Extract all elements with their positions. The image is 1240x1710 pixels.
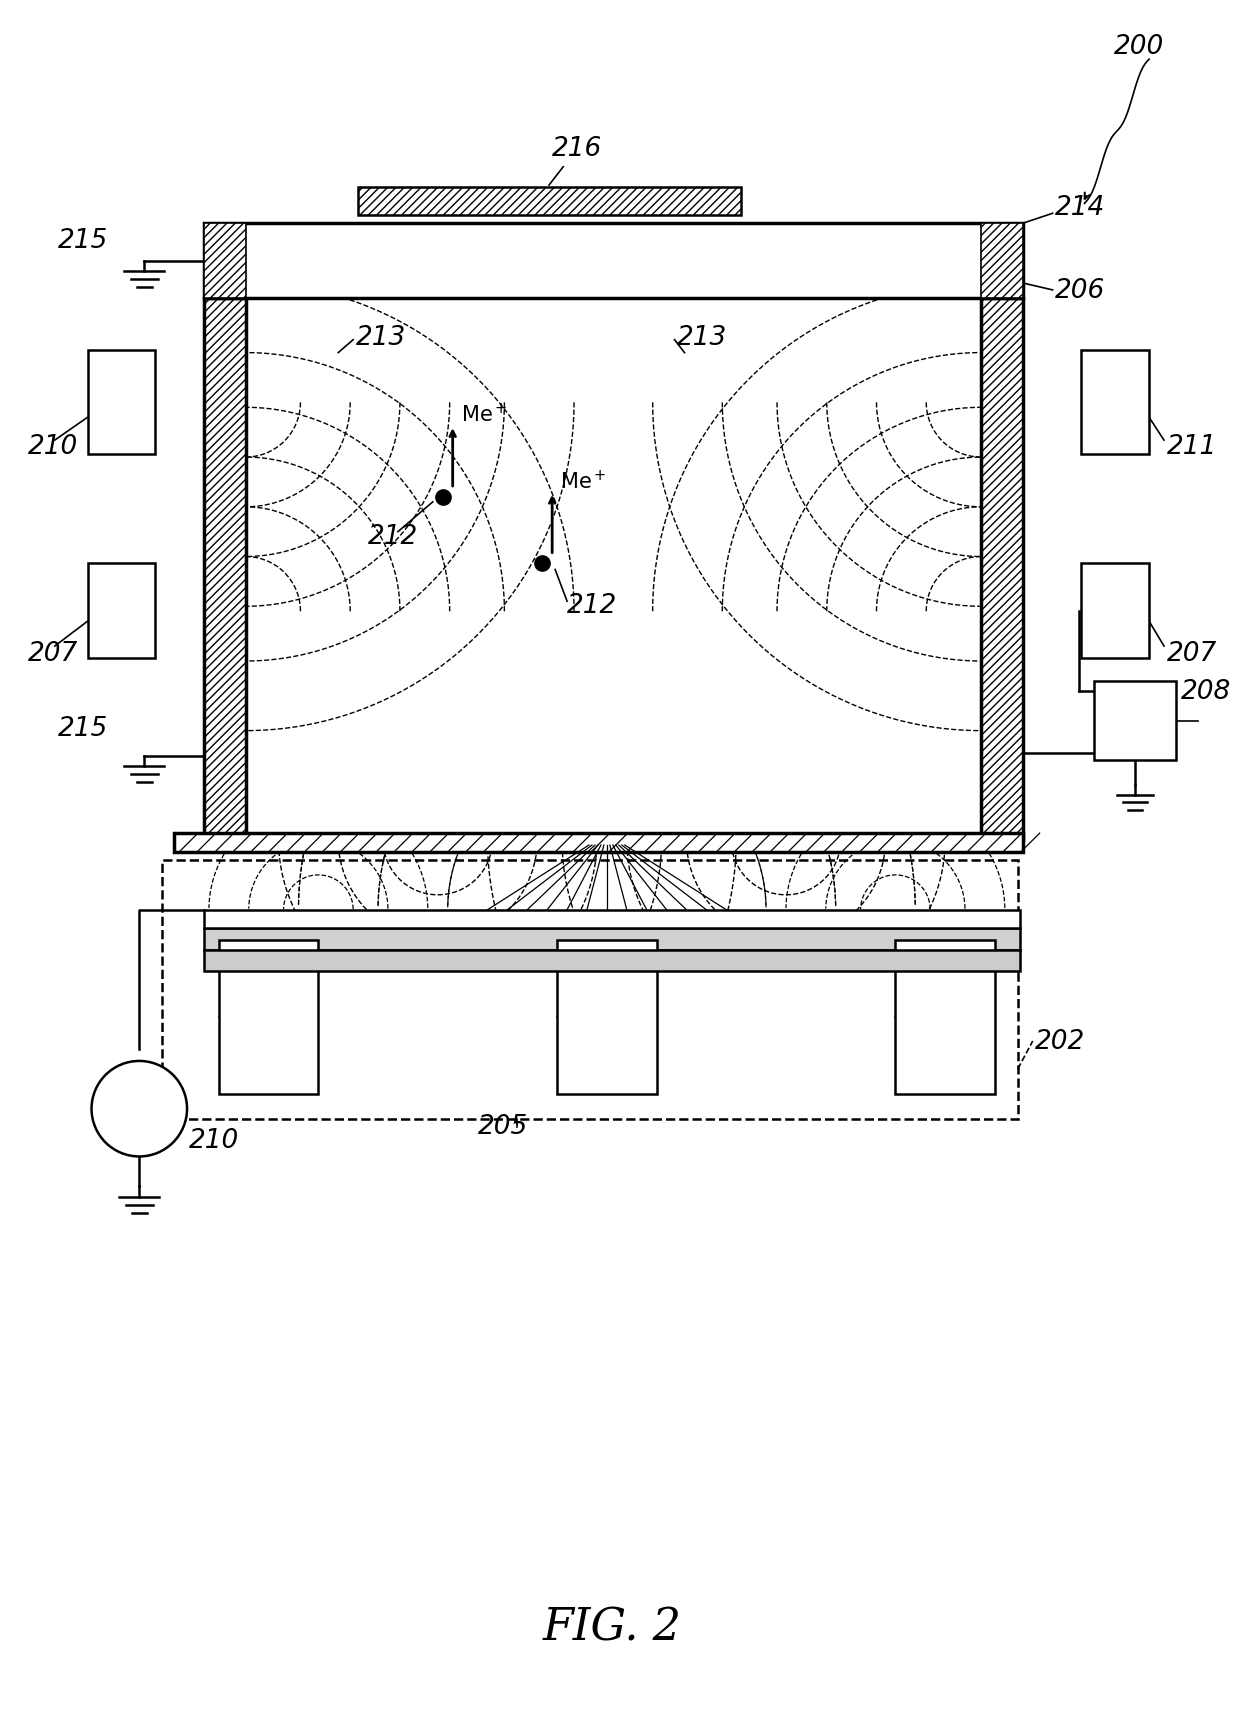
Text: N: N <box>562 1062 584 1088</box>
Text: S: S <box>124 371 141 395</box>
Bar <box>1095 681 1176 761</box>
Bar <box>203 927 1019 949</box>
Text: N: N <box>124 580 144 604</box>
Bar <box>88 349 155 455</box>
Text: S: S <box>1085 371 1102 395</box>
Text: 210: 210 <box>27 434 78 460</box>
Bar <box>981 224 1023 298</box>
Bar <box>1081 349 1149 455</box>
Text: 213: 213 <box>356 325 407 351</box>
Bar <box>203 224 1023 298</box>
Bar <box>358 188 742 215</box>
Text: 205: 205 <box>477 1113 528 1139</box>
Bar <box>203 298 246 840</box>
Bar <box>203 949 1019 971</box>
Text: N: N <box>1118 371 1138 395</box>
Text: 215: 215 <box>58 227 108 255</box>
Text: S: S <box>92 580 109 604</box>
Text: 207: 207 <box>1167 641 1218 667</box>
Text: 208: 208 <box>1180 679 1231 705</box>
Bar <box>895 939 994 1094</box>
Text: 214: 214 <box>1054 195 1105 221</box>
Bar <box>203 910 1019 927</box>
Text: 213: 213 <box>677 325 727 351</box>
Text: (+): (+) <box>1102 689 1131 706</box>
Bar <box>219 939 319 1094</box>
Text: N: N <box>900 947 923 973</box>
Text: FIG. 2: FIG. 2 <box>542 1606 681 1650</box>
Text: S: S <box>900 1062 919 1088</box>
Bar <box>557 939 657 1094</box>
Text: 216: 216 <box>549 135 603 185</box>
Text: 207: 207 <box>27 641 78 667</box>
Text: S: S <box>1118 580 1136 604</box>
Text: (+): (+) <box>112 1110 140 1127</box>
Text: (-): (-) <box>1102 739 1123 756</box>
Text: N: N <box>224 947 246 973</box>
Bar <box>203 224 246 298</box>
Text: 204: 204 <box>667 942 717 968</box>
Bar <box>981 298 1023 840</box>
Text: S: S <box>562 947 582 973</box>
Bar <box>174 833 1023 852</box>
Text: 212: 212 <box>368 523 418 549</box>
Bar <box>162 860 1018 1118</box>
Text: 202: 202 <box>1034 1029 1085 1055</box>
Bar <box>88 564 155 658</box>
Text: 203: 203 <box>329 942 378 968</box>
Text: 203: 203 <box>885 942 936 968</box>
Text: (-): (-) <box>112 1082 131 1101</box>
Text: 206: 206 <box>1054 277 1105 304</box>
Text: S: S <box>224 1062 243 1088</box>
Text: 200: 200 <box>1115 34 1164 60</box>
Text: Me$^+$: Me$^+$ <box>460 404 507 426</box>
Text: 212: 212 <box>567 593 618 619</box>
Text: 215: 215 <box>58 715 108 742</box>
Text: N: N <box>1085 580 1105 604</box>
Circle shape <box>92 1060 187 1156</box>
Text: Me$^+$: Me$^+$ <box>560 470 606 492</box>
Text: 210: 210 <box>188 1129 239 1154</box>
Text: N: N <box>92 371 112 395</box>
Text: 211: 211 <box>1167 434 1218 460</box>
Bar <box>1081 564 1149 658</box>
